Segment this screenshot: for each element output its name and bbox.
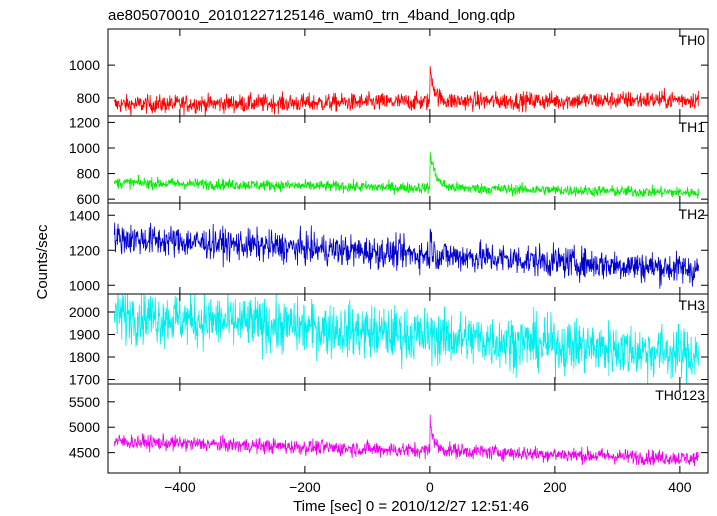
y-tick-label: 1800	[69, 349, 100, 365]
y-tick-label: 1200	[69, 114, 100, 130]
y-tick-label: 1900	[69, 327, 100, 343]
y-tick-label: 1000	[69, 57, 100, 73]
y-tick-label: 4500	[69, 445, 100, 461]
x-tick-label: 400	[668, 479, 692, 495]
panel-th3: 1700 1800 1900 2000 TH3	[69, 293, 709, 388]
panel-th0123: 4500 5000 5500 TH0123	[69, 383, 709, 474]
y-tick-label: 600	[77, 191, 101, 207]
panels-group: 800 1000 TH0 600 800 1000 1200 TH1 1000 1200 1400 T…	[69, 28, 709, 495]
y-tick-label: 5500	[69, 394, 100, 410]
x-axis-label: Time [sec] 0 = 2010/12/27 12:51:46	[293, 498, 529, 515]
y-tick-label: 1000	[69, 277, 100, 293]
y-tick-label: 1400	[69, 207, 100, 223]
y-axis-label: Counts/sec	[34, 224, 51, 300]
x-tick-label: −200	[289, 479, 321, 495]
series-line-th3	[113, 293, 699, 385]
y-tick-label: 800	[77, 166, 101, 182]
series-line-th0	[113, 66, 699, 117]
y-tick-label: 1000	[69, 140, 100, 156]
y-tick-label: 5000	[69, 419, 100, 435]
y-tick-label: 1700	[69, 372, 100, 388]
y-tick-label: 800	[77, 90, 101, 106]
x-tick-label: −400	[164, 479, 196, 495]
panel-frame	[107, 383, 709, 474]
panel-label: TH2	[679, 206, 706, 222]
panel-th1: 600 800 1000 1200 TH1	[69, 114, 709, 207]
panel-label: TH1	[679, 119, 706, 135]
page-title: ae805070010_20101227125146_wam0_trn_4ban…	[108, 7, 515, 24]
panel-frame	[107, 202, 709, 295]
series-line-th0123	[113, 414, 699, 467]
x-tick-label: 0	[426, 479, 434, 495]
panel-th0: 800 1000 TH0	[69, 28, 709, 117]
panel-th2: 1000 1200 1400 TH2	[69, 202, 709, 295]
x-tick-label: 200	[543, 479, 567, 495]
y-tick-label: 1200	[69, 242, 100, 258]
series-line-th1	[113, 151, 699, 199]
panel-label: TH0	[679, 32, 706, 48]
series-line-th2	[113, 222, 699, 289]
y-tick-label: 2000	[69, 304, 100, 320]
panel-label: TH3	[679, 297, 706, 313]
panel-label: TH0123	[655, 387, 705, 403]
